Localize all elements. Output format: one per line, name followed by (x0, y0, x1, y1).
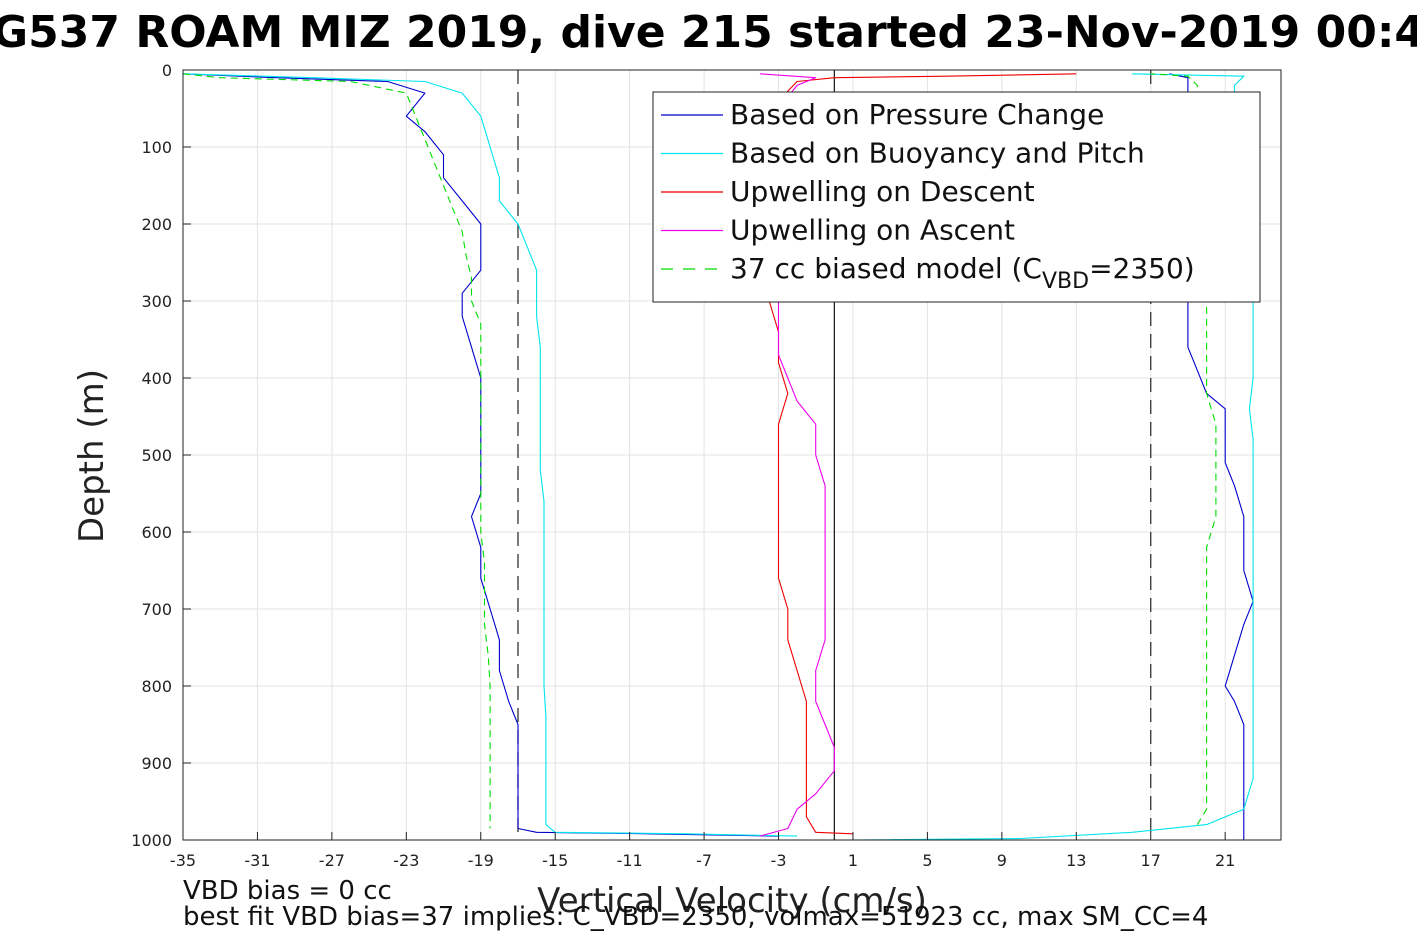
y-tick-label: 0 (162, 61, 172, 80)
series-line-descent (182, 73, 798, 837)
x-tick-label: 13 (1066, 851, 1086, 870)
y-ticks: 0 100 200 300 400 500 600 700 800 900 1000 (131, 61, 191, 850)
y-tick-label: 1000 (131, 831, 172, 850)
footer-vbd-bias: VBD bias = 0 cc (183, 876, 392, 906)
x-tick-label: 17 (1141, 851, 1161, 870)
chart-title: SG537 ROAM MIZ 2019, dive 215 started 23… (0, 7, 1417, 58)
x-tick-label: 5 (922, 851, 932, 870)
legend-entry: Based on Buoyancy and Pitch (730, 137, 1145, 170)
y-tick-label: 900 (141, 754, 172, 773)
x-tick-label: -7 (696, 851, 712, 870)
footer-best-fit: best fit VBD bias=37 implies: C_VBD=2350… (183, 902, 1209, 932)
x-tick-label: -3 (771, 851, 787, 870)
x-tick-label: 1 (848, 851, 858, 870)
legend-entry: 37 cc biased model (CVBD=2350) (730, 252, 1195, 294)
legend-entry: Based on Pressure Change (730, 98, 1104, 131)
y-tick-label: 400 (141, 369, 172, 388)
legend-box (652, 91, 1261, 303)
legend: Based on Pressure Change Based on Buoyanc… (652, 91, 1261, 303)
legend-entry: Upwelling on Ascent (730, 214, 1015, 247)
x-tick-label: -19 (468, 851, 494, 870)
legend-label-suffix: =2350) (1089, 252, 1195, 285)
x-tick-label: -27 (319, 851, 345, 870)
x-tick-label: -31 (244, 851, 270, 870)
y-tick-label: 500 (141, 446, 172, 465)
x-tick-label: 9 (997, 851, 1007, 870)
y-tick-label: 200 (141, 215, 172, 234)
x-tick-label: -15 (542, 851, 568, 870)
legend-entry: Upwelling on Descent (730, 175, 1035, 208)
y-tick-label: 800 (141, 677, 172, 696)
y-tick-label: 300 (141, 292, 172, 311)
legend-label-subscript: VBD (1042, 269, 1089, 294)
y-tick-label: 600 (141, 523, 172, 542)
y-tick-label: 100 (141, 138, 172, 157)
y-tick-label: 700 (141, 600, 172, 619)
x-axis-label: Vertical Velocity (cm/s) (537, 881, 927, 921)
legend-label-prefix: 37 cc biased model (C (730, 252, 1042, 285)
x-tick-label: -23 (393, 851, 419, 870)
y-axis-label: Depth (m) (72, 369, 112, 543)
x-tick-label: 21 (1215, 851, 1235, 870)
x-tick-label: -35 (170, 851, 196, 870)
x-tick-label: -11 (617, 851, 643, 870)
x-ticks: -35 -31 -27 -23 -19 -15 -11 -7 -3 1 5 9 13 17 21 (170, 832, 1235, 870)
series-line-descent (182, 73, 491, 829)
